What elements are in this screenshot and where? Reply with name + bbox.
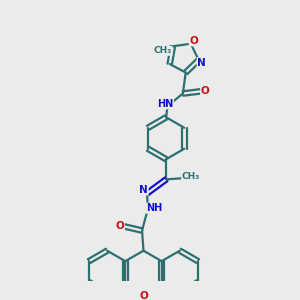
Text: N: N: [197, 58, 206, 68]
Text: CH₃: CH₃: [182, 172, 200, 182]
Text: O: O: [116, 221, 124, 231]
Text: HN: HN: [157, 99, 173, 109]
Text: CH₃: CH₃: [154, 46, 172, 55]
Text: NH: NH: [146, 203, 162, 213]
Text: O: O: [201, 86, 209, 96]
Text: N: N: [140, 185, 148, 195]
Text: O: O: [189, 36, 198, 46]
Text: O: O: [139, 291, 148, 300]
